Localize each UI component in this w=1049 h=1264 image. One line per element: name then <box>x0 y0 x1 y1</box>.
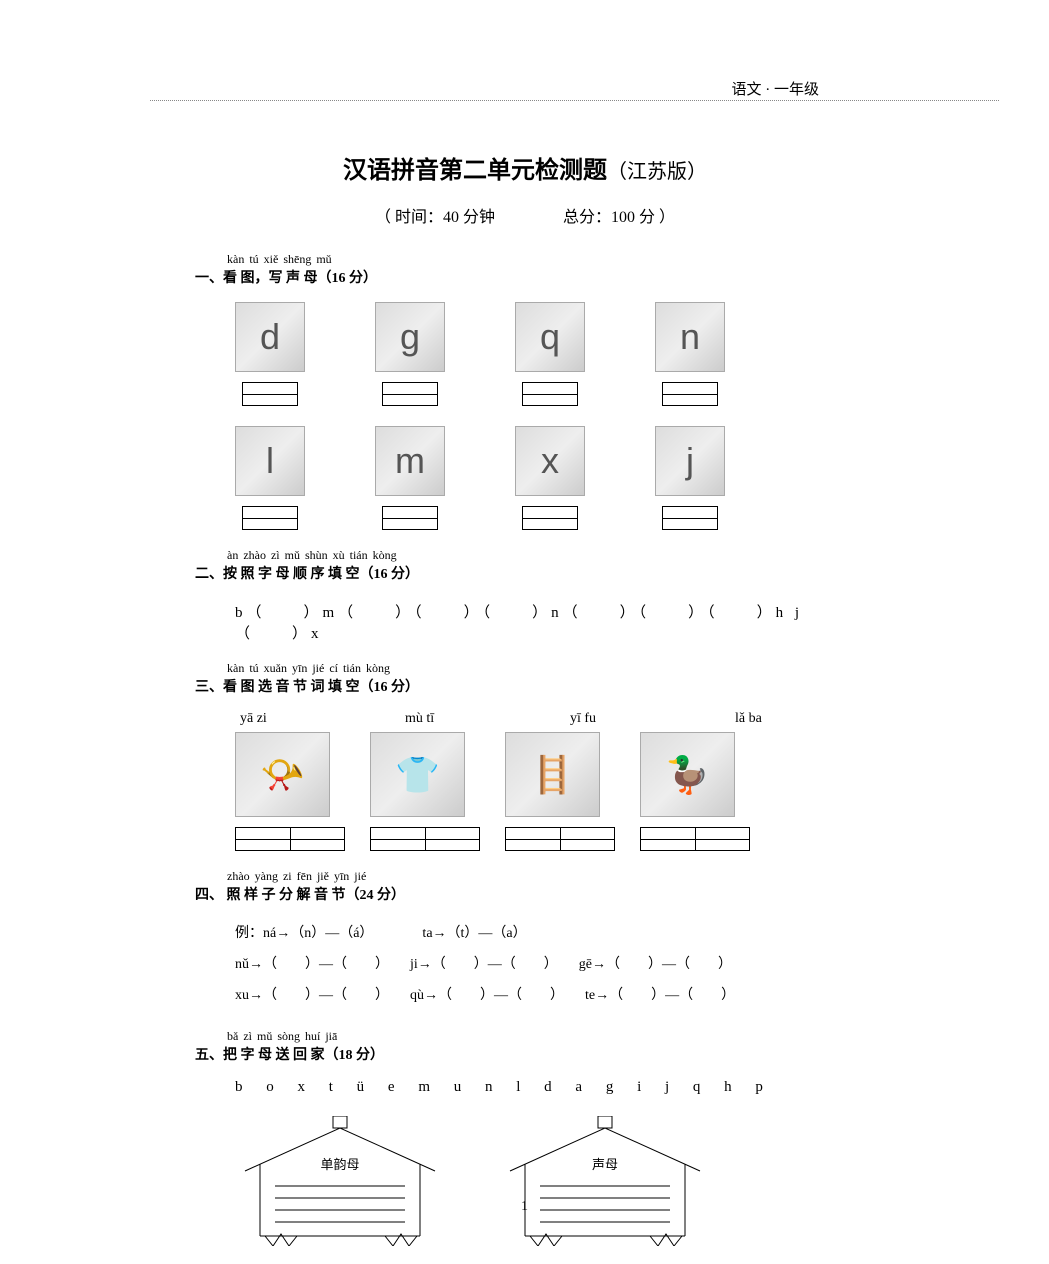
q3-img-duck: 🦆 <box>640 732 735 817</box>
house-icon <box>500 1116 710 1246</box>
q1-img: n <box>655 302 725 372</box>
exam-info: （ 时间：40 分钟 总分：100 分 ） <box>195 203 855 227</box>
q5-pinyin: bǎ zì mǔ sòng huí jiā <box>227 1029 855 1044</box>
answer-box <box>522 506 578 530</box>
q5-letter-bank: b o x t ü e m u n l d a g i j q h p <box>235 1079 855 1096</box>
q1-img: j <box>655 426 725 496</box>
score-info: 总分：100 分 ） <box>563 203 675 227</box>
house-consonants: 声母 <box>500 1116 710 1246</box>
q4-row: xu→（ ）—（ ） qù→（ ）—（ ） te→（ ）—（ ） <box>235 981 855 1012</box>
q3-images: 📯 👕 🪜 🦆 <box>235 732 855 851</box>
q1-img: x <box>515 426 585 496</box>
q3-word: yā zi <box>240 711 335 727</box>
q2-blanks: b（ ）m（ ）（ ）（ ）n（ ）（ ）（ ）h j（ ）x <box>235 601 855 643</box>
question-4: zhào yàng zi fēn jiě yīn jié 四、 照 样 子 分 … <box>195 869 855 1011</box>
q3-img-ladder: 🪜 <box>505 732 600 817</box>
q3-word-bank: yā zi mù tī yī fu lǎ ba <box>240 711 855 727</box>
q4-content: 例：ná→（n）—（á） ta→（t）—（a） nǔ→（ ）—（ ） ji→（ … <box>235 919 855 1011</box>
house-label: 单韵母 <box>235 1154 445 1173</box>
answer-box <box>242 382 298 406</box>
question-3: kàn tú xuǎn yīn jié cí tián kòng 三、看 图 选… <box>195 661 855 851</box>
answer-box <box>370 827 480 851</box>
answer-box <box>662 506 718 530</box>
title-edition: （江苏版） <box>607 161 707 183</box>
time-info: （ 时间：40 分钟 <box>375 203 495 227</box>
q3-word: yī fu <box>570 711 665 727</box>
q1-img: g <box>375 302 445 372</box>
q2-title: 二、按 照 字 母 顺 序 填 空（16 分） <box>195 563 855 583</box>
q4-title: 四、 照 样 子 分 解 音 节（24 分） <box>195 884 855 904</box>
page-number: 1 <box>0 1199 1049 1215</box>
q1-img: m <box>375 426 445 496</box>
title-main: 汉语拼音第二单元检测题 <box>343 158 607 184</box>
q1-img: d <box>235 302 305 372</box>
house-icon <box>235 1116 445 1246</box>
answer-box <box>522 382 578 406</box>
question-2: àn zhào zì mǔ shùn xù tián kòng 二、按 照 字 … <box>195 548 855 643</box>
header-divider <box>150 100 999 101</box>
q1-img: l <box>235 426 305 496</box>
q5-houses: 单韵母 声母 <box>235 1116 855 1246</box>
q3-img-horn: 📯 <box>235 732 330 817</box>
q3-word: mù tī <box>405 711 500 727</box>
answer-box <box>242 506 298 530</box>
answer-box <box>382 382 438 406</box>
answer-box <box>235 827 345 851</box>
q4-row: nǔ→（ ）—（ ） ji→（ ）—（ ） gē→（ ）—（ ） <box>235 950 855 981</box>
question-1: kàn tú xiě shēng mǔ 一、看 图，写 声 母（16 分） d … <box>195 252 855 530</box>
worksheet-content: 汉语拼音第二单元检测题（江苏版） （ 时间：40 分钟 总分：100 分 ） k… <box>195 150 855 1264</box>
house-label: 声母 <box>500 1154 710 1173</box>
answer-box <box>640 827 750 851</box>
q3-title: 三、看 图 选 音 节 词 填 空（16 分） <box>195 676 855 696</box>
q2-pinyin: àn zhào zì mǔ shùn xù tián kòng <box>227 548 855 563</box>
q1-img: q <box>515 302 585 372</box>
q1-pinyin: kàn tú xiě shēng mǔ <box>227 252 855 267</box>
answer-box <box>662 382 718 406</box>
house-vowels: 单韵母 <box>235 1116 445 1246</box>
header-subject-grade: 语文 · 一年级 <box>732 78 820 99</box>
answer-box <box>382 506 438 530</box>
q3-img-clothes: 👕 <box>370 732 465 817</box>
answer-box <box>505 827 615 851</box>
q3-word: lǎ ba <box>735 711 830 727</box>
q4-example: 例：ná→（n）—（á） ta→（t）—（a） <box>235 919 855 950</box>
q5-title: 五、把 字 母 送 回 家（18 分） <box>195 1044 855 1064</box>
q3-pinyin: kàn tú xuǎn yīn jié cí tián kòng <box>227 661 855 676</box>
q4-pinyin: zhào yàng zi fēn jiě yīn jié <box>227 869 855 884</box>
page-title: 汉语拼音第二单元检测题（江苏版） <box>195 150 855 185</box>
q1-row1: d g q n <box>235 302 855 406</box>
q1-title: 一、看 图，写 声 母（16 分） <box>195 267 855 287</box>
q1-row2: l m x j <box>235 426 855 530</box>
